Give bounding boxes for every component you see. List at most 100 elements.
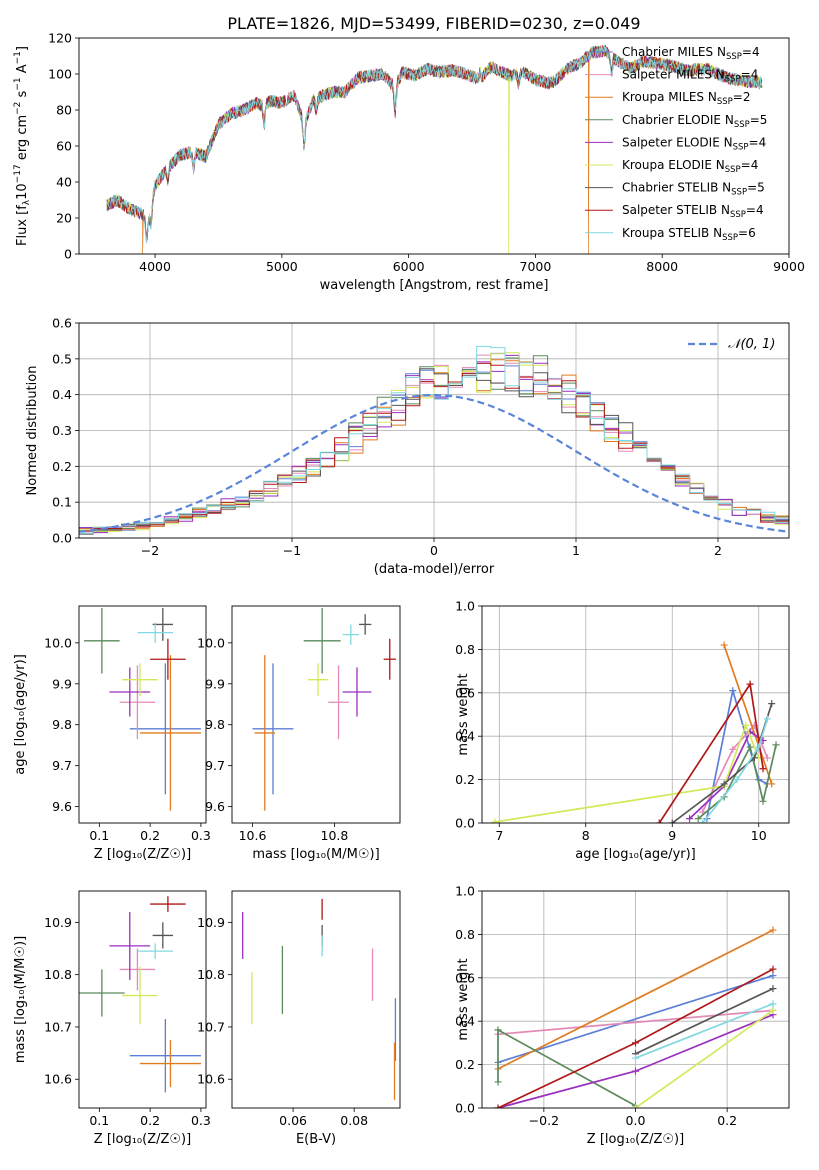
x-tick-label: 0 bbox=[430, 543, 438, 558]
errorbar-kroupa-miles bbox=[139, 1040, 201, 1088]
y-tick-label: 80 bbox=[56, 103, 72, 118]
x-tick-label: 0.08 bbox=[340, 1113, 368, 1128]
y-tick-label: 10.8 bbox=[44, 967, 72, 982]
errorbar-chabrier-stelib bbox=[152, 608, 173, 641]
y-tick-label: 10.0 bbox=[44, 635, 72, 650]
weight-marker-chabrier-stelib bbox=[720, 780, 728, 788]
x-axis-label: Z [log₁₀(Z/Z☉)] bbox=[94, 1132, 191, 1147]
y-tick-label: 0.4 bbox=[52, 387, 72, 402]
weight-marker-kroupa-stelib bbox=[755, 743, 763, 751]
weight-line-kroupa-stelib bbox=[701, 718, 769, 823]
weight-marker-chabrier-stelib bbox=[769, 985, 777, 993]
errorbar-kroupa-stelib bbox=[342, 624, 360, 645]
x-axis-label: wavelength [Angstrom, rest frame] bbox=[320, 278, 549, 293]
mass-vs-ebv-panel: 0.06 0.08 10.6 10.7 10.8 10.9 E(B-V) bbox=[197, 890, 401, 1147]
axes-frame bbox=[78, 890, 207, 1109]
errorbar-chabrier-miles bbox=[129, 1019, 201, 1093]
axes-frame bbox=[78, 37, 790, 255]
errorbar-kroupa-stelib bbox=[137, 943, 173, 959]
y-tick-label: 9.6 bbox=[52, 799, 72, 814]
weight-marker-salpeter-stelib bbox=[632, 1039, 639, 1047]
legend-entry-chabrier-stelib: Chabrier STELIB NSSP=5 bbox=[622, 181, 765, 198]
y-tick-label: 20 bbox=[56, 211, 72, 226]
x-tick-label: 10.6 bbox=[239, 828, 267, 843]
axes-frame bbox=[481, 605, 790, 824]
legend-entry-kroupa-miles: Kroupa MILES NSSP=2 bbox=[622, 90, 751, 107]
weight-marker-chabrier-elodie bbox=[746, 743, 754, 751]
y-tick-label: 0.0 bbox=[455, 816, 475, 831]
errorbar-chabrier-miles bbox=[252, 663, 294, 795]
weight-marker-chabrier-elodie bbox=[494, 1026, 502, 1034]
weight-marker-kroupa-miles bbox=[720, 641, 728, 649]
y-axis-label-part: Flux [f bbox=[15, 205, 30, 246]
y-tick-label: 0.6 bbox=[52, 316, 72, 331]
weight-marker-salpeter-elodie bbox=[686, 815, 694, 823]
errorbar-chabrier-elodie bbox=[79, 969, 125, 1017]
y-tick-label: 0.1 bbox=[52, 495, 72, 510]
weight-marker-salpeter-miles bbox=[763, 754, 771, 762]
weight-marker-kroupa-stelib bbox=[769, 1000, 777, 1008]
axes-frame bbox=[78, 605, 207, 824]
weight-vs-age-panel: 7 8 9 10 0.0 0.2 0.4 0.6 0.8 1.0 age [log₁₀(age/yr… bbox=[455, 599, 790, 862]
y-tick-label: 10.6 bbox=[197, 1072, 225, 1087]
weight-marker-kroupa-elodie bbox=[742, 721, 750, 729]
weight-marker-chabrier-stelib bbox=[768, 700, 776, 708]
x-tick-label: 6000 bbox=[393, 259, 425, 274]
spectrum-legend: Chabrier MILES NSSP=4 Salpeter MILES NSSP… bbox=[585, 45, 767, 243]
x-tick-label: 10.8 bbox=[321, 828, 349, 843]
errorbar-chabrier-elodie bbox=[303, 608, 341, 674]
y-tick-label: 40 bbox=[56, 175, 72, 190]
legend-entry-chabrier-miles: Chabrier MILES NSSP=4 bbox=[622, 45, 760, 62]
weight-marker-kroupa-elodie bbox=[632, 1104, 639, 1108]
spectrum-line-chabrier-stelib bbox=[106, 45, 763, 242]
errorbar-salpeter-miles bbox=[119, 948, 156, 991]
y-axis-label-part: s bbox=[15, 90, 30, 101]
errorbar-salpeter-elodie bbox=[109, 667, 151, 717]
y-axis-label: Normed distribution bbox=[25, 366, 40, 496]
axes-frame bbox=[231, 890, 401, 1109]
x-tick-label: 7 bbox=[495, 828, 503, 843]
y-tick-label: 9.7 bbox=[205, 758, 225, 773]
axes-frame bbox=[231, 605, 401, 824]
y-axis-label: Flux [fλ10−17 erg cm−2 s−1 A−1] bbox=[13, 46, 32, 246]
errorbar-chabrier-stelib bbox=[359, 614, 372, 635]
y-tick-label: 10.8 bbox=[197, 967, 225, 982]
y-tick-label: 9.8 bbox=[205, 717, 225, 732]
weight-marker-kroupa-stelib bbox=[733, 776, 741, 784]
weight-line-kroupa-miles bbox=[723, 644, 773, 785]
x-axis-label: mass [log₁₀(M/M☉)] bbox=[252, 847, 379, 862]
y-tick-label: 100 bbox=[48, 67, 72, 82]
y-tick-label: 0.2 bbox=[455, 772, 475, 787]
weight-line-chabrier-stelib bbox=[635, 987, 774, 1055]
y-axis-label-part: ] bbox=[15, 46, 30, 51]
y-tick-label: 10.9 bbox=[197, 915, 225, 930]
errorbar-kroupa-elodie bbox=[122, 663, 158, 697]
weight-line-chabrier-stelib bbox=[671, 703, 773, 823]
y-tick-label: 0 bbox=[64, 247, 72, 262]
weight-marker-salpeter-stelib bbox=[759, 765, 767, 773]
y-axis-label-part: −1 bbox=[13, 51, 23, 64]
histogram-salpeter-stelib bbox=[79, 362, 789, 538]
y-axis-label: mass weight bbox=[456, 673, 471, 755]
y-tick-label: 60 bbox=[56, 139, 72, 154]
weight-marker-chabrier-elodie bbox=[772, 741, 780, 749]
y-tick-label: 0.6 bbox=[455, 970, 475, 985]
legend-entry-salpeter-stelib: Salpeter STELIB NSSP=4 bbox=[622, 203, 764, 220]
x-tick-label: 0.2 bbox=[717, 1113, 737, 1128]
x-tick-label: 0.06 bbox=[279, 1113, 307, 1128]
legend-entry-chabrier-elodie: Chabrier ELODIE NSSP=5 bbox=[622, 113, 767, 130]
y-tick-label: 10.6 bbox=[44, 1072, 72, 1087]
weight-marker-chabrier-miles bbox=[729, 687, 737, 695]
weight-vs-metallicity-panel: −0.2 0.0 0.2 0.0 0.2 0.4 0.6 0.8 1.0 Z [log₁₀(Z/Z… bbox=[455, 884, 790, 1147]
y-tick-label: 1.0 bbox=[455, 884, 475, 899]
weight-marker-salpeter-stelib bbox=[494, 1104, 502, 1108]
weight-marker-kroupa-stelib bbox=[699, 819, 707, 823]
errorbar-salpeter-elodie bbox=[109, 911, 151, 980]
errorbar-salpeter-stelib bbox=[150, 638, 186, 680]
y-axis-label: mass [log₁₀(M/M☉)] bbox=[13, 936, 28, 1063]
x-axis-label: age [log₁₀(age/yr)] bbox=[575, 847, 696, 862]
y-tick-label: 9.9 bbox=[205, 676, 225, 691]
weight-line-kroupa-elodie bbox=[494, 722, 760, 823]
y-tick-label: 120 bbox=[48, 31, 72, 46]
errorbar-chabrier-stelib bbox=[152, 922, 173, 949]
